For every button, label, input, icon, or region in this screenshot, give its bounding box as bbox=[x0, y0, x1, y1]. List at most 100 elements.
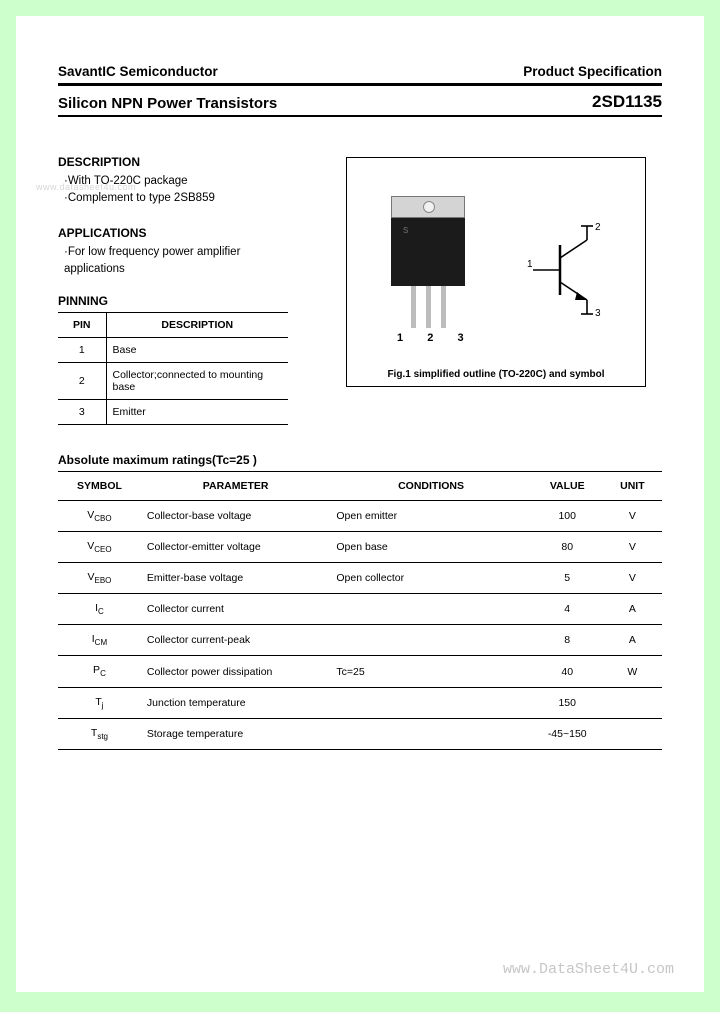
pin-desc-cell: Collector;connected to mounting base bbox=[106, 363, 288, 400]
package-body: s bbox=[391, 218, 465, 286]
symbol-cell: ICM bbox=[58, 625, 141, 656]
col-symbol: SYMBOL bbox=[58, 472, 141, 501]
package-drawing: s bbox=[391, 196, 465, 328]
table-row: SYMBOL PARAMETER CONDITIONS VALUE UNIT bbox=[58, 472, 662, 501]
description-heading: DESCRIPTION bbox=[58, 155, 328, 169]
applications-line-0: ·For low frequency power amplifier bbox=[64, 244, 328, 261]
value-cell: 5 bbox=[532, 563, 603, 594]
symbol-pin-1: 1 bbox=[527, 259, 533, 270]
symbol-cell: VCBO bbox=[58, 501, 141, 532]
value-cell: 4 bbox=[532, 594, 603, 625]
package-leads bbox=[391, 286, 465, 328]
pin-cell: 1 bbox=[58, 338, 106, 363]
symbol-cell: PC bbox=[58, 656, 141, 687]
unit-cell bbox=[603, 687, 662, 718]
conditions-cell: Open emitter bbox=[330, 501, 531, 532]
table-row: TstgStorage temperature -45~150 bbox=[58, 718, 662, 749]
value-cell: 150 bbox=[532, 687, 603, 718]
mounting-hole-icon bbox=[423, 201, 435, 213]
unit-cell: W bbox=[603, 656, 662, 687]
figure-caption: Fig.1 simplified outline (TO-220C) and s… bbox=[347, 369, 645, 380]
symbol-cell: Tstg bbox=[58, 718, 141, 749]
value-cell: -45~150 bbox=[532, 718, 603, 749]
conditions-cell bbox=[330, 594, 531, 625]
pin-col-header: PIN bbox=[58, 313, 106, 338]
parameter-cell: Collector power dissipation bbox=[141, 656, 330, 687]
parameter-cell: Collector-base voltage bbox=[141, 501, 330, 532]
conditions-cell bbox=[330, 625, 531, 656]
unit-cell: V bbox=[603, 532, 662, 563]
title-row: Silicon NPN Power Transistors 2SD1135 bbox=[58, 92, 662, 112]
conditions-cell: Open base bbox=[330, 532, 531, 563]
product-line: Silicon NPN Power Transistors bbox=[58, 95, 277, 112]
pinning-heading: PINNING bbox=[58, 294, 328, 308]
table-row: TjJunction temperature 150 bbox=[58, 687, 662, 718]
pin-cell: 3 bbox=[58, 400, 106, 425]
lead-icon bbox=[411, 286, 416, 328]
pin-cell: 2 bbox=[58, 363, 106, 400]
parameter-cell: Collector current bbox=[141, 594, 330, 625]
table-row: VCEOCollector-emitter voltageOpen base80… bbox=[58, 532, 662, 563]
header-rule bbox=[58, 83, 662, 86]
pin-desc-cell: Emitter bbox=[106, 400, 288, 425]
transistor-symbol-icon: 1 2 3 bbox=[525, 220, 615, 320]
table-row: VCBOCollector-base voltageOpen emitter10… bbox=[58, 501, 662, 532]
pin-desc-cell: Base bbox=[106, 338, 288, 363]
lead-icon bbox=[426, 286, 431, 328]
symbol-cell: Tj bbox=[58, 687, 141, 718]
conditions-cell: Tc=25 bbox=[330, 656, 531, 687]
watermark-left: www.datasheet4u.com bbox=[36, 182, 136, 192]
value-cell: 8 bbox=[532, 625, 603, 656]
pinning-table: PIN DESCRIPTION 1 Base 2 Collector;conne… bbox=[58, 312, 288, 425]
ratings-heading: Absolute maximum ratings(Tc=25 ) bbox=[58, 453, 662, 467]
unit-cell: V bbox=[603, 563, 662, 594]
value-cell: 40 bbox=[532, 656, 603, 687]
symbol-cell: VEBO bbox=[58, 563, 141, 594]
value-cell: 100 bbox=[532, 501, 603, 532]
table-row: VEBOEmitter-base voltageOpen collector5V bbox=[58, 563, 662, 594]
datasheet-page: www.datasheet4u.com SavantIC Semiconduct… bbox=[16, 16, 704, 992]
applications-heading: APPLICATIONS bbox=[58, 226, 328, 240]
parameter-cell: Storage temperature bbox=[141, 718, 330, 749]
parameter-cell: Junction temperature bbox=[141, 687, 330, 718]
symbol-cell: IC bbox=[58, 594, 141, 625]
page-header: SavantIC Semiconductor Product Specifica… bbox=[58, 64, 662, 83]
conditions-cell: Open collector bbox=[330, 563, 531, 594]
company-name: SavantIC Semiconductor bbox=[58, 64, 218, 79]
package-pin-numbers: 1 2 3 bbox=[397, 332, 470, 344]
table-row: ICCollector current 4A bbox=[58, 594, 662, 625]
unit-cell bbox=[603, 718, 662, 749]
figure-box: s 1 2 3 bbox=[346, 157, 646, 387]
table-row: PIN DESCRIPTION bbox=[58, 313, 288, 338]
applications-line-1: applications bbox=[64, 261, 328, 278]
conditions-cell bbox=[330, 687, 531, 718]
parameter-cell: Collector-emitter voltage bbox=[141, 532, 330, 563]
package-tab bbox=[391, 196, 465, 218]
description-line-1: ·Complement to type 2SB859 bbox=[64, 190, 328, 207]
col-parameter: PARAMETER bbox=[141, 472, 330, 501]
table-row: 3 Emitter bbox=[58, 400, 288, 425]
ratings-table: SYMBOL PARAMETER CONDITIONS VALUE UNIT V… bbox=[58, 471, 662, 750]
table-row: 2 Collector;connected to mounting base bbox=[58, 363, 288, 400]
title-rule bbox=[58, 115, 662, 117]
parameter-cell: Emitter-base voltage bbox=[141, 563, 330, 594]
symbol-pin-3: 3 bbox=[595, 308, 601, 319]
conditions-cell bbox=[330, 718, 531, 749]
table-row: PCCollector power dissipationTc=2540W bbox=[58, 656, 662, 687]
doc-type: Product Specification bbox=[523, 64, 662, 79]
unit-cell: V bbox=[603, 501, 662, 532]
table-row: 1 Base bbox=[58, 338, 288, 363]
watermark-footer: www.DataSheet4U.com bbox=[503, 961, 674, 978]
col-value: VALUE bbox=[532, 472, 603, 501]
part-number: 2SD1135 bbox=[592, 92, 662, 112]
package-mark: s bbox=[403, 224, 409, 236]
desc-col-header: DESCRIPTION bbox=[106, 313, 288, 338]
unit-cell: A bbox=[603, 594, 662, 625]
unit-cell: A bbox=[603, 625, 662, 656]
parameter-cell: Collector current-peak bbox=[141, 625, 330, 656]
col-unit: UNIT bbox=[603, 472, 662, 501]
symbol-pin-2: 2 bbox=[595, 222, 601, 233]
value-cell: 80 bbox=[532, 532, 603, 563]
lead-icon bbox=[441, 286, 446, 328]
col-conditions: CONDITIONS bbox=[330, 472, 531, 501]
